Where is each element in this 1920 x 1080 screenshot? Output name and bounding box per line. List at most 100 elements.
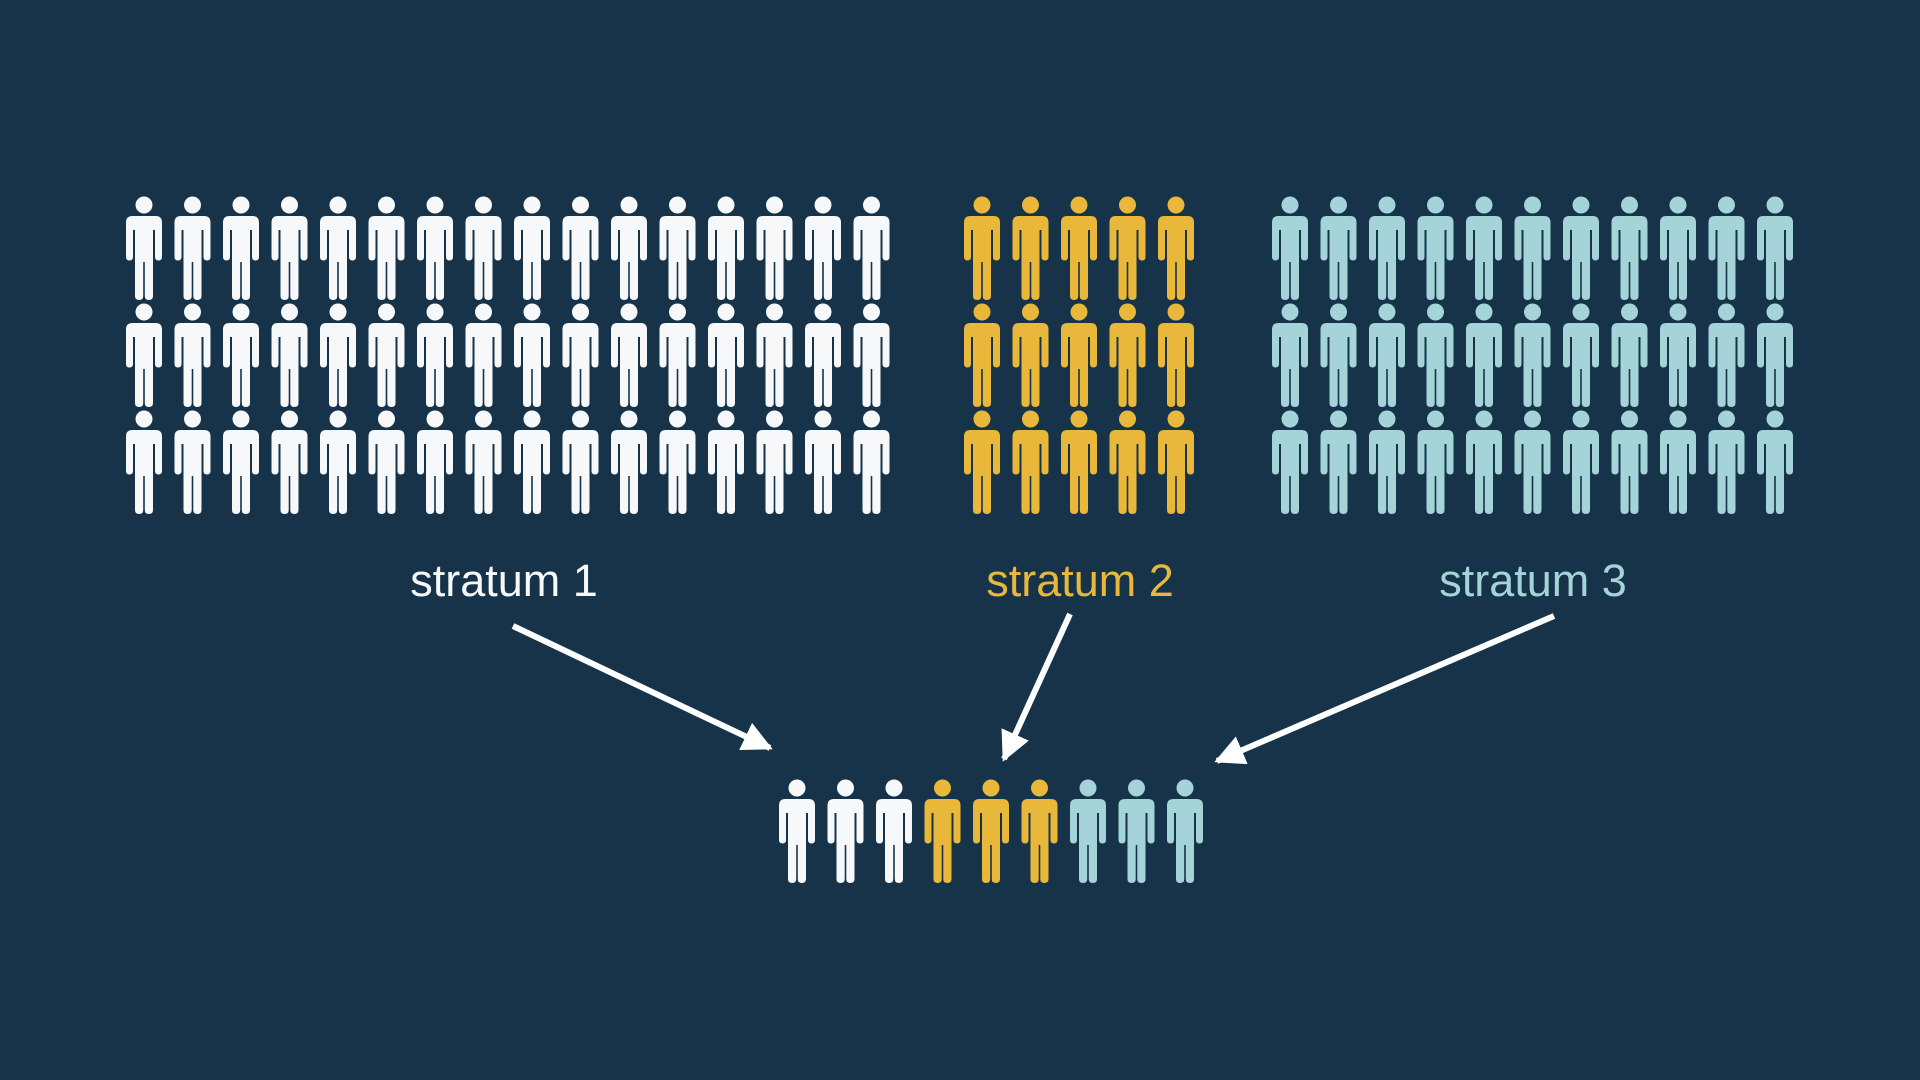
person-icon [1514, 410, 1551, 514]
person-icon [1021, 779, 1058, 883]
person-icon [659, 196, 696, 300]
person-icon [514, 303, 550, 407]
person-icon [1660, 196, 1696, 300]
stratum-1-label: stratum 1 [410, 555, 598, 606]
person-icon [964, 196, 1000, 300]
person-icon [126, 196, 162, 300]
person-icon [562, 196, 599, 300]
person-icon [756, 303, 793, 407]
arrow-stratum-1 [511, 623, 773, 751]
person-icon [1272, 303, 1308, 407]
person-icon [924, 779, 961, 883]
person-icon [1109, 303, 1146, 407]
person-icon [126, 410, 162, 514]
person-icon [1708, 303, 1745, 407]
person-icon [465, 303, 502, 407]
person-icon [1158, 196, 1194, 300]
person-icon [853, 410, 890, 514]
person-icon [611, 196, 647, 300]
person-icon [611, 410, 647, 514]
person-icon [1272, 196, 1308, 300]
person-icon [659, 410, 696, 514]
person-icon [174, 410, 211, 514]
person-icon [223, 196, 259, 300]
person-icon [320, 196, 356, 300]
person-icon [1563, 303, 1599, 407]
person-icon [1660, 303, 1696, 407]
stratum-2-label: stratum 2 [986, 555, 1174, 606]
person-icon [1061, 410, 1097, 514]
person-icon [805, 196, 841, 300]
person-icon [1158, 303, 1194, 407]
person-icon [1012, 303, 1049, 407]
person-icon [964, 303, 1000, 407]
person-icon [271, 410, 308, 514]
person-icon [1417, 196, 1454, 300]
person-icon [1118, 779, 1155, 883]
person-icon [1466, 196, 1502, 300]
stratum-1-people [126, 196, 890, 514]
person-icon [417, 410, 453, 514]
person-icon [708, 196, 744, 300]
person-icon [223, 303, 259, 407]
person-icon [174, 303, 211, 407]
person-icon [1514, 196, 1551, 300]
stratum-3-label: stratum 3 [1439, 555, 1627, 606]
person-icon [1708, 196, 1745, 300]
person-icon [271, 196, 308, 300]
person-icon [1167, 779, 1203, 883]
person-icon [611, 303, 647, 407]
sampling-arrows [511, 612, 1556, 765]
person-icon [973, 779, 1009, 883]
sample-people [779, 779, 1203, 883]
person-icon [1708, 410, 1745, 514]
person-icon [514, 410, 550, 514]
person-icon [1369, 196, 1405, 300]
person-icon [320, 303, 356, 407]
person-icon [1272, 410, 1308, 514]
person-icon [1757, 410, 1793, 514]
person-icon [1466, 410, 1502, 514]
person-icon [1563, 196, 1599, 300]
person-icon [368, 410, 405, 514]
person-icon [756, 196, 793, 300]
person-icon [1012, 196, 1049, 300]
person-icon [562, 303, 599, 407]
person-icon [779, 779, 815, 883]
person-icon [320, 410, 356, 514]
arrow-stratum-2 [1001, 612, 1073, 762]
person-icon [465, 410, 502, 514]
person-icon [368, 196, 405, 300]
person-icon [1757, 303, 1793, 407]
person-icon [1466, 303, 1502, 407]
person-icon [514, 196, 550, 300]
person-icon [1611, 410, 1648, 514]
person-icon [1417, 303, 1454, 407]
person-icon [1320, 303, 1357, 407]
person-icon [708, 410, 744, 514]
person-icon [1012, 410, 1049, 514]
person-icon [805, 410, 841, 514]
person-icon [1061, 196, 1097, 300]
person-icon [1320, 196, 1357, 300]
person-icon [417, 303, 453, 407]
person-icon [1417, 410, 1454, 514]
person-icon [1757, 196, 1793, 300]
person-icon [1514, 303, 1551, 407]
person-icon [756, 410, 793, 514]
person-icon [964, 410, 1000, 514]
person-icon [1611, 303, 1648, 407]
person-icon [659, 303, 696, 407]
person-icon [827, 779, 864, 883]
person-icon [853, 303, 890, 407]
person-icon [174, 196, 211, 300]
person-icon [805, 303, 841, 407]
person-icon [417, 196, 453, 300]
person-icon [853, 196, 890, 300]
person-icon [1660, 410, 1696, 514]
person-icon [223, 410, 259, 514]
person-icon [1369, 410, 1405, 514]
person-icon [271, 303, 308, 407]
arrow-stratum-3 [1214, 613, 1556, 765]
